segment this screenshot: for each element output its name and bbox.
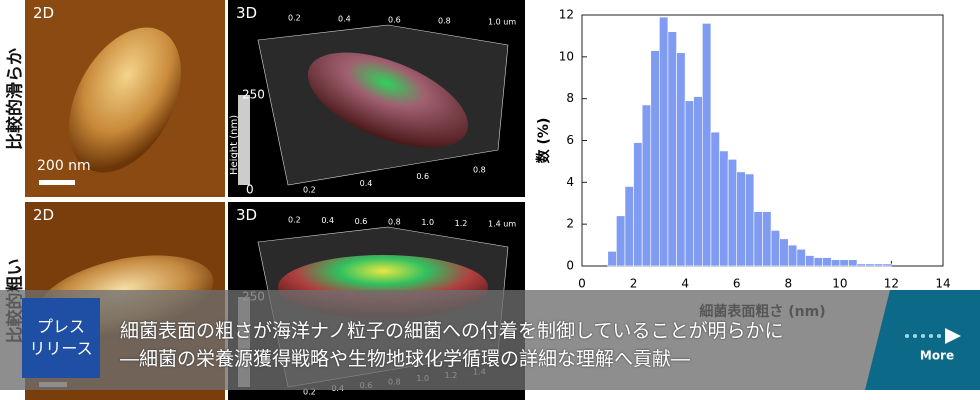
y-tick-label: 8	[566, 91, 574, 105]
axis-tick-label: 0.4	[360, 179, 373, 188]
row-label-text: 比較的滑らか	[5, 47, 25, 150]
panel-label: 3D	[236, 4, 258, 22]
bar	[719, 150, 729, 267]
axis-tick-label: 0.8	[438, 17, 451, 26]
axis-tick-label: 0.4	[321, 216, 334, 225]
bar	[882, 263, 892, 267]
bar	[796, 248, 806, 267]
axis-tick-label: 0.6	[355, 217, 368, 226]
headline[interactable]: 細菌表面の粗さが海洋ナノ粒子の細菌への付着を制御していることが明らかに	[120, 320, 784, 342]
axis-tick-label: 0.8	[473, 166, 486, 175]
bar	[848, 259, 858, 267]
colorbar-label: 0	[246, 183, 254, 197]
y-axis-label: 数 (%)	[535, 118, 552, 164]
axis-tick-label: 0.2	[288, 14, 301, 23]
x-tick-label: 0	[578, 277, 586, 291]
panel-label: 2D	[33, 4, 55, 22]
axis-tick-label: 0.8	[388, 218, 401, 227]
bar	[641, 104, 652, 267]
bar	[727, 159, 738, 267]
colorbar-title: Height (nm)	[229, 115, 240, 175]
y-tick-label: 0	[566, 259, 574, 273]
afm-2d-drawing	[39, 27, 182, 185]
x-tick-label: 8	[784, 277, 792, 291]
axis-tick-label: 0.2	[303, 388, 316, 397]
afm-3d-image: 250 0 Height (nm) 0.2 0.4 0.6 0.8 1.0 um 0.2 0…	[228, 0, 525, 197]
bar	[684, 100, 695, 267]
axis-tick-label: 1.4 um	[488, 220, 516, 229]
axis-tick-label: 0.6	[416, 172, 429, 181]
bar	[659, 16, 669, 267]
bar	[830, 259, 841, 267]
bar	[770, 230, 780, 267]
bar	[787, 244, 798, 267]
x-tick-label: 14	[935, 277, 950, 291]
bar	[736, 171, 746, 267]
panel-label: 2D	[33, 206, 55, 224]
bar	[693, 96, 703, 267]
more-label[interactable]: More	[920, 349, 954, 363]
axis-tick-label: 1.0	[421, 218, 434, 227]
axis-tick-label: 0.6	[388, 16, 401, 25]
y-tick-label: 2	[566, 217, 574, 231]
bar	[633, 142, 643, 267]
axis-tick-label: 0.4	[338, 15, 351, 24]
headline[interactable]: ―細菌の栄養源獲得戦略や生物地球化学循環の詳細な理解へ貢献―	[120, 348, 691, 370]
x-tick-label: 12	[884, 277, 899, 291]
bar	[779, 238, 789, 267]
x-tick-label: 10	[832, 277, 847, 291]
more-button[interactable]: More	[865, 290, 980, 390]
afm-3d-drawing: 250 0 Height (nm) 0.2 0.4 0.6 0.8 1.0 um 0.2 0…	[229, 14, 516, 197]
axis-tick-label: 0.2	[288, 216, 301, 225]
bar	[616, 215, 626, 267]
colorbar-label: 250	[242, 88, 265, 102]
x-tick-label: 6	[733, 277, 741, 291]
bar	[745, 173, 755, 267]
bar	[762, 211, 772, 267]
bar	[873, 263, 884, 267]
badge-text: リリース	[29, 339, 93, 358]
bar	[624, 186, 634, 267]
row-label: 比較的滑らか	[0, 0, 25, 197]
badge-text: プレス	[36, 317, 85, 336]
press-badge[interactable]: プレス リリース	[22, 298, 100, 378]
bar	[702, 23, 712, 267]
bar	[805, 255, 815, 267]
bar	[710, 131, 720, 267]
bar	[822, 257, 832, 267]
bar	[865, 263, 875, 267]
y-tick-label: 12	[559, 8, 574, 22]
x-tick-label: 4	[681, 277, 689, 291]
axis-tick-label: 0.2	[303, 186, 316, 195]
panel-label: 3D	[236, 206, 258, 224]
axis-tick-label: 1.2	[455, 219, 468, 228]
bar	[607, 251, 617, 267]
y-tick-label: 10	[559, 49, 574, 63]
histogram: 02468101202468101214細菌表面粗さ (nm)数 (%)	[535, 8, 951, 321]
y-tick-label: 6	[566, 133, 574, 147]
bar	[650, 50, 660, 267]
overlay-band	[0, 290, 980, 390]
y-tick-label: 4	[566, 175, 574, 189]
bar	[667, 31, 677, 267]
afm-2d-image: 2D 200 nm	[25, 0, 225, 197]
bar	[753, 211, 763, 267]
x-tick-label: 2	[630, 277, 638, 291]
bar	[676, 52, 686, 267]
bar	[839, 259, 849, 267]
axis-tick-label: 1.0 um	[488, 18, 516, 27]
scale-label: 200 nm	[37, 158, 91, 174]
bar	[856, 263, 866, 267]
bar	[813, 257, 823, 267]
